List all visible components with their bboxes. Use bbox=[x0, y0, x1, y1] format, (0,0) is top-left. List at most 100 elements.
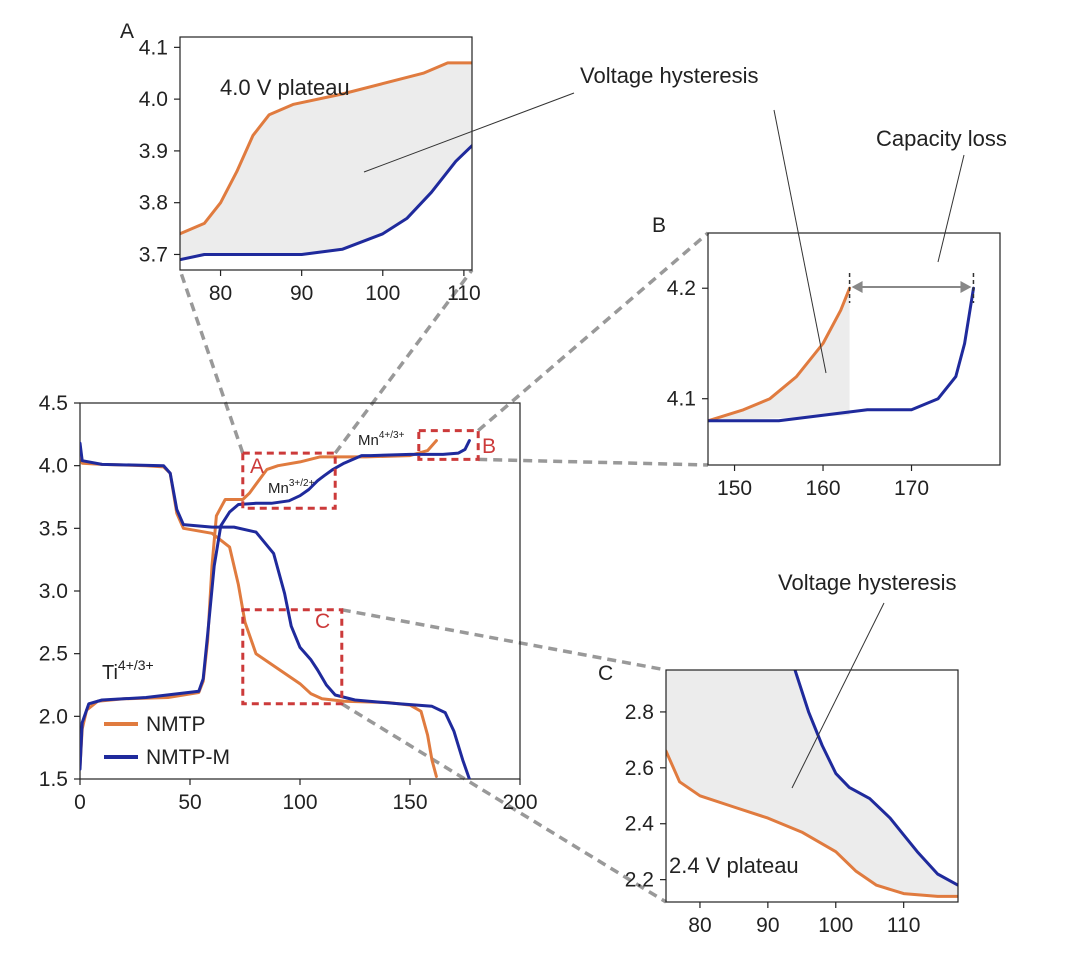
capacity-loss-pointer bbox=[937, 154, 965, 263]
inset-a-xtick-label: 100 bbox=[365, 282, 400, 305]
inset-a: A 80 90 100 110 4.1 4.0 3.9 3.8 3.7 4.0 V platea… bbox=[120, 20, 481, 305]
inset-c-xtick-label: 110 bbox=[887, 914, 920, 937]
inset-b-line-nmtp bbox=[708, 286, 852, 423]
hysteresis-label-bottom: Voltage hysteresis bbox=[778, 570, 957, 595]
main-ytick-label: 1.5 bbox=[39, 768, 68, 791]
hysteresis-pointer-a bbox=[363, 92, 575, 173]
inset-b-letter: B bbox=[652, 214, 666, 237]
inset-b-ytick-label: 4.1 bbox=[667, 388, 696, 411]
inset-c-series-lines bbox=[666, 670, 958, 898]
inset-a-frame bbox=[179, 36, 473, 271]
inset-a-hysteresis-fill bbox=[180, 62, 472, 260]
ti-label: Ti4+/3+ bbox=[102, 657, 154, 684]
inset-a-line-nmtp bbox=[180, 61, 472, 236]
inset-c: C 80 90 100 110 2.8 2.6 2.4 2.2 2.4 V plateau bbox=[598, 662, 959, 937]
inset-a-ytick-label: 3.9 bbox=[139, 140, 168, 163]
inset-b-fill-area bbox=[708, 288, 850, 421]
main-line-nmtp-m-discharge bbox=[80, 441, 471, 779]
box-label-c: C bbox=[315, 610, 330, 633]
inset-a-xtick-label: 80 bbox=[209, 282, 232, 305]
hysteresis-pointer-c bbox=[791, 602, 885, 789]
inset-b-xtick-label: 160 bbox=[806, 477, 841, 500]
zoom-connector-lines bbox=[178, 231, 710, 904]
inset-a-xtick-label: 110 bbox=[447, 282, 480, 305]
box-label-b: B bbox=[482, 435, 496, 458]
zoom-box-b bbox=[417, 429, 480, 461]
inset-c-hysteresis-fill bbox=[666, 670, 958, 897]
inset-a-axis-ticks: 80 90 100 110 4.1 4.0 3.9 3.8 3.7 bbox=[139, 36, 481, 305]
main-xtick-label: 100 bbox=[282, 791, 317, 814]
inset-c-fill-area bbox=[666, 670, 958, 897]
zoom-line-a-left bbox=[178, 269, 245, 454]
inset-c-ytick-label: 2.2 bbox=[625, 869, 654, 892]
inset-b-axis-ticks: 150 160 170 4.2 4.1 bbox=[667, 277, 929, 500]
zoom-line-c-bottom bbox=[340, 702, 667, 904]
main-ytick-label: 4.0 bbox=[39, 455, 68, 478]
inset-b: B 150 160 170 4.2 4.1 bbox=[652, 214, 1001, 500]
inset-a-xtick-label: 90 bbox=[290, 282, 313, 305]
main-ytick-label: 3.0 bbox=[39, 580, 68, 603]
zoom-line-a-right bbox=[333, 268, 474, 455]
inset-c-axis-ticks: 80 90 100 110 2.8 2.6 2.4 2.2 bbox=[625, 701, 921, 937]
inset-a-letter: A bbox=[120, 20, 134, 43]
capacity-loss-arrow bbox=[848, 273, 975, 303]
inset-a-ytick-label: 3.8 bbox=[139, 192, 168, 215]
main-line-nmtp-m-charge bbox=[80, 439, 471, 771]
inset-c-letter: C bbox=[598, 662, 613, 685]
inset-b-xtick-label: 170 bbox=[894, 477, 929, 500]
legend-label-nmtp: NMTP bbox=[146, 713, 206, 736]
main-xtick-label: 50 bbox=[178, 791, 201, 814]
inset-a-ytick-label: 4.0 bbox=[139, 88, 168, 111]
inset-c-frame bbox=[665, 669, 959, 903]
main-axis-ticks: 0 50 100 150 200 4.5 4.0 3.5 3.0 2.5 2.0 1.5 bbox=[39, 392, 538, 814]
inset-a-fill-area bbox=[180, 62, 472, 260]
main-line-nmtp-charge bbox=[80, 439, 438, 768]
legend-label-nmtp-m: NMTP-M bbox=[146, 746, 230, 769]
mn-43-label: Mn4+/3+ bbox=[358, 430, 405, 449]
inset-a-line-nmtp-m bbox=[180, 144, 472, 262]
capacity-loss-label: Capacity loss bbox=[876, 126, 1007, 151]
inset-b-series-lines bbox=[708, 286, 975, 423]
main-ytick-label: 4.5 bbox=[39, 392, 68, 415]
inset-c-plateau-label: 2.4 V plateau bbox=[669, 853, 799, 878]
annotations: Voltage hysteresis Capacity loss Voltage… bbox=[363, 63, 1007, 789]
main-ytick-label: 3.5 bbox=[39, 517, 68, 540]
main-ytick-label: 2.0 bbox=[39, 705, 68, 728]
inset-c-line-nmtp-m bbox=[793, 670, 958, 887]
inset-b-line-nmtp-m bbox=[708, 286, 975, 423]
capacity-loss-arrowhead-left bbox=[851, 281, 863, 293]
inset-b-hysteresis-fill bbox=[708, 288, 850, 421]
hysteresis-label-top: Voltage hysteresis bbox=[580, 63, 759, 88]
inset-c-xtick-label: 90 bbox=[756, 914, 779, 937]
inset-a-ytick-label: 3.7 bbox=[139, 243, 168, 266]
zoom-box-c bbox=[241, 608, 344, 706]
main-xtick-label: 150 bbox=[392, 791, 427, 814]
inset-a-plateau-label: 4.0 V plateau bbox=[220, 75, 350, 100]
main-xtick-label: 0 bbox=[74, 791, 86, 814]
inset-c-xtick-label: 80 bbox=[688, 914, 711, 937]
zoom-line-c-top bbox=[341, 608, 667, 672]
box-label-a: A bbox=[250, 455, 264, 478]
hysteresis-pointer-b bbox=[773, 109, 827, 374]
inset-b-ytick-label: 4.2 bbox=[667, 277, 696, 300]
inset-c-ytick-label: 2.6 bbox=[625, 757, 654, 780]
main-zoom-boxes bbox=[241, 429, 480, 706]
inset-a-ytick-label: 4.1 bbox=[139, 36, 168, 59]
inset-c-line-nmtp bbox=[666, 749, 958, 898]
main-ytick-label: 2.5 bbox=[39, 643, 68, 666]
zoom-line-b-bottom bbox=[478, 457, 709, 467]
inset-a-series-lines bbox=[180, 61, 472, 262]
main-xtick-label: 200 bbox=[502, 791, 537, 814]
capacity-loss-arrowhead-right bbox=[960, 281, 972, 293]
zoom-line-b-top bbox=[477, 231, 710, 432]
inset-c-ytick-label: 2.8 bbox=[625, 701, 654, 724]
inset-c-xtick-label: 100 bbox=[818, 914, 853, 937]
legend: NMTP NMTP-M bbox=[104, 713, 230, 769]
inset-b-xtick-label: 150 bbox=[717, 477, 752, 500]
mn-32-label: Mn3+/2+ bbox=[268, 478, 315, 497]
inset-b-frame bbox=[707, 232, 1001, 466]
zoom-box-a bbox=[241, 451, 337, 510]
inset-c-ytick-label: 2.4 bbox=[625, 813, 655, 836]
